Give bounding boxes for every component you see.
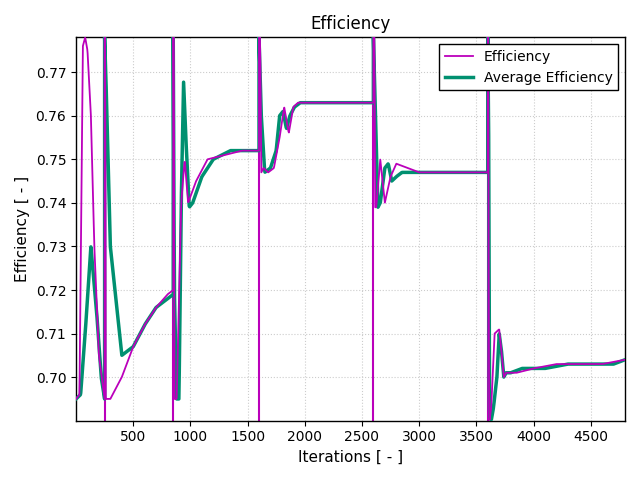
Title: Efficiency: Efficiency — [310, 15, 390, 33]
Line: Efficiency: Efficiency — [76, 37, 625, 420]
X-axis label: Iterations [ - ]: Iterations [ - ] — [298, 450, 403, 465]
Efficiency — [353, 100, 360, 106]
Y-axis label: Efficiency [ - ]: Efficiency [ - ] — [15, 176, 30, 282]
Efficiency — [452, 169, 460, 175]
Efficiency — [142, 321, 150, 326]
Efficiency — [190, 184, 198, 190]
Average Efficiency — [353, 100, 360, 106]
Legend: Efficiency, Average Efficiency: Efficiency, Average Efficiency — [439, 44, 618, 90]
Efficiency — [72, 396, 80, 402]
Average Efficiency — [440, 169, 447, 175]
Average Efficiency — [452, 169, 460, 175]
Average Efficiency — [142, 321, 150, 326]
Average Efficiency — [100, 35, 108, 40]
Efficiency — [509, 370, 517, 376]
Efficiency — [100, 35, 108, 40]
Efficiency — [440, 169, 447, 175]
Line: Average Efficiency: Average Efficiency — [76, 37, 625, 420]
Average Efficiency — [190, 196, 198, 202]
Efficiency — [486, 417, 493, 423]
Average Efficiency — [72, 396, 80, 402]
Average Efficiency — [487, 417, 495, 423]
Average Efficiency — [621, 357, 629, 362]
Average Efficiency — [509, 369, 517, 374]
Efficiency — [621, 357, 629, 362]
